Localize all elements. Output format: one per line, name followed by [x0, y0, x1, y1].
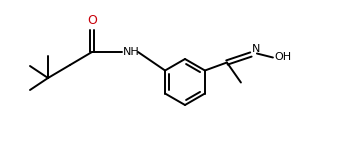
Text: OH: OH — [274, 52, 291, 63]
Text: O: O — [87, 14, 97, 27]
Text: N: N — [252, 44, 260, 54]
Text: NH: NH — [123, 47, 140, 57]
